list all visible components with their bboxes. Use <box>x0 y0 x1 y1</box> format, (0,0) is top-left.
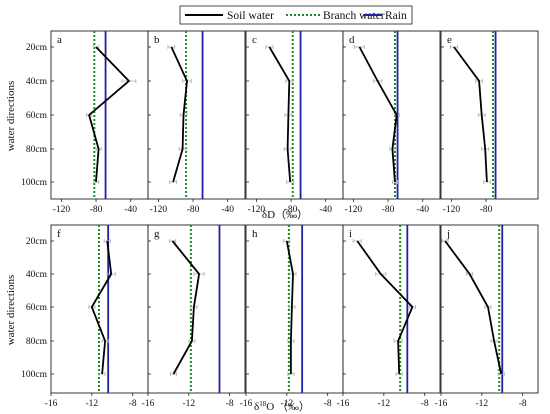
x-tick-label: -16 <box>142 399 155 409</box>
x-tick-label: -16 <box>337 399 350 409</box>
panel-f: f 20cm 40cm 60cm 80cm 100cm -16 -12 -8 <box>21 225 148 409</box>
y-tick-label: 40cm <box>26 270 48 280</box>
panel-frame <box>441 31 538 199</box>
y-tick-label: 80cm <box>26 337 48 347</box>
x-tick-label: -120 <box>443 205 461 215</box>
y-tick-label: 60cm <box>26 303 48 313</box>
panel-letter: e <box>447 34 452 46</box>
panel-letter: g <box>154 228 160 240</box>
panel-i: i -16 -12 -8 <box>337 225 440 409</box>
panel-letter: b <box>154 34 160 46</box>
y-axis-title-top: water directions <box>5 81 17 152</box>
y-axis-title-bottom: water directions <box>5 275 17 346</box>
x-tick-label: -80 <box>90 205 103 215</box>
panel-frame <box>441 225 538 393</box>
x-tick-label: -12 <box>281 399 294 409</box>
y-tick-label: 20cm <box>26 237 48 247</box>
x-tick-label: -12 <box>86 399 99 409</box>
x-tick-label: -40 <box>416 205 429 215</box>
x-tick-label: -40 <box>319 205 332 215</box>
y-tick-label: 80cm <box>26 145 48 155</box>
panel-d: d -120 -80 -40 <box>343 31 440 215</box>
x-tick-label: -16 <box>45 399 58 409</box>
y-tick-label: 60cm <box>26 111 48 121</box>
panel-letter: d <box>349 34 355 46</box>
soil-water-line <box>171 47 187 182</box>
panel-g: g -16 -12 -8 <box>142 225 245 409</box>
x-tick-label: -8 <box>519 399 527 409</box>
soil-water-line <box>287 241 293 374</box>
panel-frame <box>246 225 343 393</box>
panel-frame <box>343 31 440 199</box>
panel-frame <box>246 31 343 199</box>
x-tick-label: -40 <box>221 205 234 215</box>
panel-letter: a <box>57 34 62 46</box>
soil-water-line <box>173 241 200 374</box>
legend-rain-label: Rain <box>385 10 407 22</box>
panel-h: h -16 -12 -8 <box>240 225 343 409</box>
x-tick-label: -8 <box>421 399 429 409</box>
panel-e: e -120 -80 <box>441 31 538 215</box>
panel-frame <box>343 225 440 393</box>
legend-soil-label: Soil water <box>227 10 274 22</box>
soil-water-line <box>445 241 501 374</box>
panel-letter: j <box>446 228 450 240</box>
x-tick-label: -12 <box>183 399 196 409</box>
x-tick-label: -40 <box>124 205 137 215</box>
x-tick-label: -16 <box>435 399 448 409</box>
panel-j: j -16 -12 -8 <box>435 225 538 409</box>
x-tick-label: -120 <box>248 205 266 215</box>
panel-letter: f <box>57 228 61 240</box>
y-tick-label: 20cm <box>26 43 48 53</box>
x-tick-label: -12 <box>476 399 489 409</box>
x-tick-label: -120 <box>150 205 168 215</box>
x-tick-label: -80 <box>382 205 395 215</box>
x-tick-label: -8 <box>129 399 137 409</box>
panel-letter: c <box>252 34 257 46</box>
x-tick-label: -80 <box>285 205 298 215</box>
y-tick-label: 100cm <box>21 370 47 380</box>
x-tick-label: -8 <box>226 399 234 409</box>
x-tick-label: -120 <box>53 205 71 215</box>
x-tick-label: -80 <box>480 205 493 215</box>
soil-water-line <box>357 241 412 374</box>
legend: Soil water Branch water Rain <box>180 6 412 24</box>
panel-frame <box>51 31 148 199</box>
soil-water-line <box>269 47 290 182</box>
x-tick-label: -16 <box>240 399 253 409</box>
soil-water-line <box>454 47 487 182</box>
y-tick-label: 40cm <box>26 77 48 87</box>
panel-b: b -120 -80 -40 <box>148 31 245 215</box>
panel-letter: i <box>349 228 352 240</box>
panel-frame <box>148 225 245 393</box>
x-tick-label: -12 <box>378 399 391 409</box>
x-tick-label: -80 <box>187 205 200 215</box>
panel-c: c -120 -80 -40 <box>246 31 343 215</box>
x-tick-label: -8 <box>324 399 332 409</box>
panel-letter: h <box>252 228 258 240</box>
x-tick-label: -120 <box>345 205 363 215</box>
panel-frame <box>148 31 245 199</box>
soil-water-line <box>360 47 397 182</box>
panel-a: a 20cm 40cm 60cm 80cm 100cm -120 -80 -40 <box>21 31 148 215</box>
y-tick-label: 100cm <box>21 178 47 188</box>
